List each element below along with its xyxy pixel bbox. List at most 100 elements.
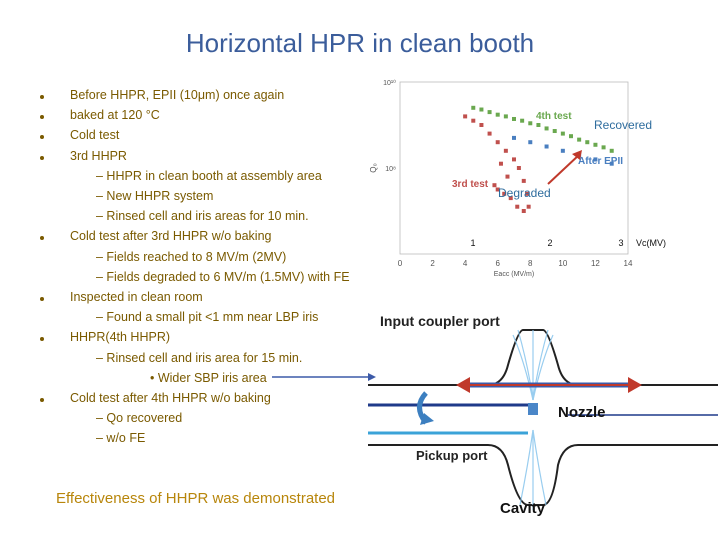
data-point <box>526 204 531 209</box>
x-tick-label: 10 <box>558 259 567 268</box>
data-point <box>521 209 526 213</box>
data-point <box>508 196 513 201</box>
data-point <box>502 191 507 196</box>
data-point <box>528 121 533 126</box>
sub-bullet-item: – Fields degraded to 6 MV/m (1.5MV) with… <box>96 269 350 284</box>
data-point <box>503 114 508 119</box>
data-point <box>544 126 549 131</box>
series-label-after-epii: After EPII <box>578 156 623 167</box>
data-point <box>471 118 476 123</box>
bullet-dot <box>40 297 44 301</box>
vc-axis-label: 3 <box>618 238 623 248</box>
x-tick-label: 12 <box>591 259 600 268</box>
series-label-3rd: 3rd test <box>452 179 489 190</box>
sub-bullet-item: – New HHPR system <box>96 189 214 203</box>
data-point <box>569 134 573 139</box>
bullet-item: HHPR(4th HHPR) <box>70 330 171 345</box>
x-tick-label: 14 <box>624 259 633 268</box>
data-point <box>512 157 516 162</box>
x-tick-label: 4 <box>463 259 468 268</box>
data-point <box>544 144 549 149</box>
data-point <box>609 161 614 166</box>
data-point <box>516 166 521 170</box>
data-point <box>495 140 500 145</box>
data-point <box>601 145 606 150</box>
data-point <box>560 131 565 136</box>
bullet-dot <box>40 236 44 241</box>
data-point <box>505 174 510 179</box>
annotation-degraded: Degraded <box>498 186 551 200</box>
data-point <box>487 110 492 115</box>
annotation-recovered: Recovered <box>594 118 652 132</box>
sub-bullet-item: – w/o FE <box>96 431 146 446</box>
rotation-arrow-head <box>420 413 434 425</box>
data-point <box>536 123 541 127</box>
bullet-dot <box>40 398 44 402</box>
sub-bullet-item: • Wider SBP iris area <box>150 370 267 385</box>
data-point <box>525 191 530 196</box>
bullet-item: Cold test after 3rd HHPR w/o baking <box>70 229 272 244</box>
bullet-item: Cold test <box>70 128 120 143</box>
y-axis-label: Q₀ <box>369 163 378 173</box>
data-point <box>492 183 497 188</box>
plot-frame <box>399 81 629 255</box>
cavity-label: Cavity <box>500 500 546 517</box>
x-tick-label: 0 <box>398 259 403 268</box>
data-point <box>609 148 614 153</box>
bullet-item: Before HHPR, EPII (10μm) once again <box>70 88 285 102</box>
data-point <box>495 112 500 117</box>
series-label-4th: 4th test <box>536 111 572 122</box>
bullet-dot <box>40 135 44 140</box>
sub-bullet-item: – Found a small pit <1 mm near LBP iris <box>96 310 319 325</box>
input-port-label: Input coupler port <box>380 313 500 329</box>
data-point <box>487 131 492 136</box>
nozzle-head <box>528 403 538 415</box>
data-point <box>585 140 590 145</box>
data-point <box>479 107 484 112</box>
data-point <box>577 137 582 142</box>
bullet-dot <box>40 95 44 99</box>
hhpr-cavity-diagram: Input coupler port Nozzle Pickup port Ca… <box>368 313 718 517</box>
nozzle-label: Nozzle <box>558 404 606 421</box>
degraded-arrow-head <box>572 150 582 160</box>
water-spray <box>512 329 554 510</box>
x-tick-label: 8 <box>528 259 533 268</box>
arrow-left-head <box>456 377 470 393</box>
data-point <box>593 157 598 162</box>
x-axis-label: Eacc (MV/m) <box>494 271 534 278</box>
y-tick-label: 10⁸ <box>385 166 396 173</box>
chart-series <box>463 105 614 213</box>
vc-axis-label: 1 <box>470 238 475 248</box>
bullet-dot <box>40 337 44 342</box>
sub-bullet-item: – Qo recovered <box>96 411 183 426</box>
sub-bullet-item: – Rinsed cell and iris areas for 10 min. <box>96 209 309 224</box>
arrow-right-head <box>628 377 642 393</box>
data-point <box>528 140 533 145</box>
data-point <box>560 148 565 153</box>
bullet-dot <box>40 155 44 160</box>
data-point <box>552 129 557 134</box>
bullet-item: baked at 120 °C <box>70 108 160 123</box>
bullet-item: Inspected in clean room <box>70 290 203 304</box>
y-tick-label: 10¹⁰ <box>383 79 396 87</box>
cavity-upper-wall <box>368 329 718 386</box>
vc-axis-label: Vc(MV) <box>636 238 666 248</box>
sub-bullet-item: – Rinsed cell and iris area for 15 min. <box>96 350 303 365</box>
conclusion-text: Effectiveness of HHPR was demonstrated <box>56 490 336 507</box>
sub-bullet-item: – Fields reached to 8 MV/m (2MV) <box>96 249 287 264</box>
data-point <box>503 148 508 153</box>
x-tick-label: 2 <box>430 259 435 268</box>
sub-bullet-item: – HHPR in clean booth at assembly area <box>96 168 322 183</box>
data-point <box>521 178 526 183</box>
data-point <box>498 161 503 166</box>
data-point <box>520 118 525 123</box>
slide-title: Horizontal HPR in clean booth <box>185 28 535 58</box>
data-point <box>593 142 598 147</box>
vc-axis-label: 2 <box>547 238 552 248</box>
bullet-item: Cold test after 4th HHPR w/o baking <box>70 391 271 405</box>
data-point <box>512 135 516 140</box>
bullet-item: 3rd HHPR <box>70 148 127 163</box>
cavity-lower-wall <box>368 444 718 506</box>
